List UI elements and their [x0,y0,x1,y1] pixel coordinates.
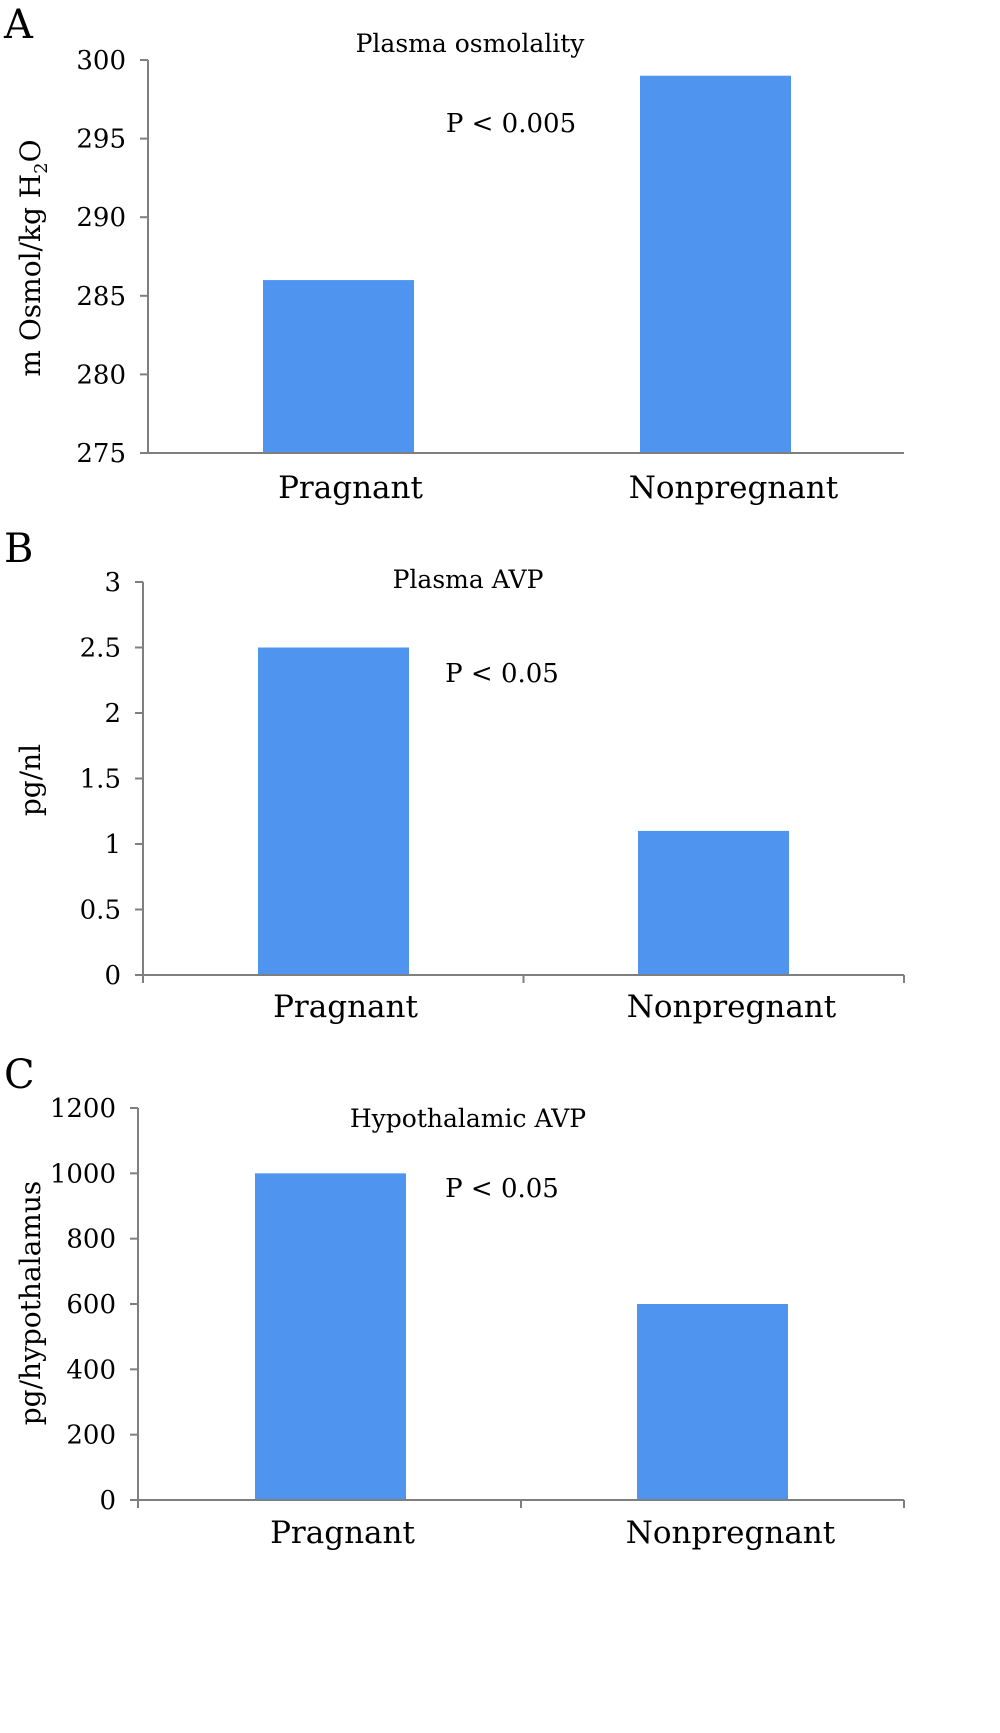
chart-title: Plasma AVP [393,565,544,594]
y-axis-label: pg/nl [14,744,47,816]
y-tick-label: 0 [104,961,121,991]
bar-nonpregnant [637,1304,788,1500]
panel-letter: C [4,1052,35,1098]
x-category-label: Nonpregnant [626,1515,836,1551]
plot-area: 275 280 285 290 295 300 Pragnant Nonpregnant [76,46,904,506]
x-category-label: Nonpregnant [629,470,839,506]
y-axis-label: m Osmol/kg H2O [14,139,52,376]
panel-letter: A [3,2,34,48]
y-tick-label: 280 [76,360,126,390]
bar-nonpregnant [640,75,791,453]
plot-area: 0 200 400 600 800 1000 1200 Pragnant Nonpregnant [50,1094,905,1551]
y-tick-label: 600 [66,1290,116,1320]
bar-nonpregnant [638,830,789,975]
y-tick-label: 200 [66,1421,116,1451]
y-tick-label: 2 [104,699,121,729]
y-tick-label: 1000 [50,1159,116,1189]
y-tick-label: 290 [76,203,126,233]
y-axis-label-main: m Osmol/kg H [14,174,47,377]
x-category-label: Nonpregnant [627,989,837,1025]
panel-b: B Plasma AVP P < 0.05 pg/nl 0 0.5 1 1.5 2 2.5… [4,526,905,1025]
y-tick-label: 400 [66,1355,116,1385]
x-category-label: Pragnant [270,1515,415,1551]
y-tick-label: 1200 [50,1094,116,1124]
panel-letter: B [4,526,33,572]
y-tick-label: 295 [76,125,126,155]
y-axis-label-end: O [14,139,47,162]
x-category-label: Pragnant [273,989,418,1025]
y-tick-label: 285 [76,282,126,312]
chart-title: Hypothalamic AVP [350,1104,586,1133]
panel-c: C Hypothalamic AVP P < 0.05 pg/hypothala… [4,1052,905,1551]
chart-title: Plasma osmolality [356,29,586,58]
y-tick-label: 300 [76,46,126,76]
y-tick-label: 0 [99,1486,116,1516]
y-tick-label: 0.5 [80,896,121,926]
x-category-label: Pragnant [278,470,423,506]
y-tick-label: 1.5 [80,765,121,795]
y-tick-label: 275 [76,439,126,469]
y-tick-label: 2.5 [80,634,121,664]
p-value-annotation: P < 0.05 [445,1174,559,1204]
panel-a: A Plasma osmolality P < 0.005 m Osmol/kg… [3,2,904,506]
y-tick-label: 3 [104,568,121,598]
p-value-annotation: P < 0.05 [445,659,559,689]
y-tick-label: 800 [66,1225,116,1255]
y-axis-label: pg/hypothalamus [14,1181,47,1426]
y-tick-label: 1 [104,830,121,860]
plot-area: 0 0.5 1 1.5 2 2.5 3 Pragnant Nonpregnant [80,568,905,1025]
bar-pragnant [263,280,414,453]
bar-pragnant [255,1173,406,1500]
y-axis-label-subscript: 2 [31,162,52,173]
bar-pragnant [258,647,409,975]
p-value-annotation: P < 0.005 [446,109,576,139]
